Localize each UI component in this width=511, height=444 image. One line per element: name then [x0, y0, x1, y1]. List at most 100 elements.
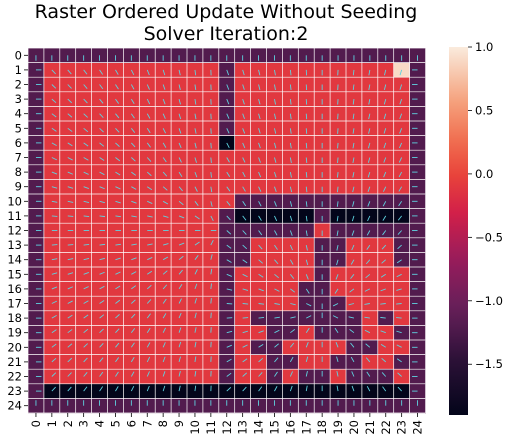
heatmap-cell-r18-c6 — [123, 310, 140, 326]
y-tick-label: 0 — [15, 48, 22, 62]
flow-vector — [352, 113, 355, 120]
x-tick-label: 0 — [29, 420, 43, 427]
flow-vector — [147, 270, 153, 275]
heatmap-cell-r24-c9 — [171, 398, 188, 414]
flow-vector — [115, 186, 121, 190]
flow-vector — [131, 186, 137, 190]
flow-vector — [162, 200, 169, 205]
flow-vector — [367, 157, 371, 163]
flow-vector — [305, 327, 310, 333]
y-tick-label: 6 — [15, 136, 22, 150]
flow-vector — [194, 370, 197, 377]
heatmap-cell-r22-c2 — [59, 369, 77, 385]
flow-vector — [99, 271, 105, 275]
x-tick-label: 12 — [220, 420, 234, 435]
heatmap-cell-r23-c6 — [123, 383, 140, 399]
flow-vector — [335, 274, 339, 280]
flow-vector — [178, 215, 185, 219]
flow-vector — [51, 244, 58, 246]
flow-vector — [99, 142, 105, 147]
flow-vector — [178, 298, 182, 304]
heatmap-cell-r17-c24 — [409, 296, 426, 312]
heatmap-cell-r16-c23 — [393, 281, 410, 297]
flow-vector — [130, 69, 135, 76]
flow-vector — [242, 69, 245, 76]
flow-vector — [226, 69, 230, 76]
flow-vector — [258, 303, 265, 305]
flow-vector — [242, 113, 245, 120]
flow-vector — [367, 201, 371, 207]
heatmap-cell-r24-c21 — [361, 398, 379, 414]
flow-vector — [258, 215, 262, 221]
flow-vector — [396, 303, 402, 305]
flow-vector — [194, 69, 197, 76]
heatmap-cell-r24-c22 — [377, 398, 395, 414]
heatmap-cell-r18-c19 — [330, 310, 347, 326]
colorbar-tick-label: 1.0 — [475, 40, 493, 54]
flow-vector — [258, 230, 263, 236]
heatmap-cell-r20-c19 — [330, 340, 347, 355]
flow-vector — [290, 288, 296, 293]
flow-vector — [384, 69, 387, 76]
x-tick-label: 14 — [252, 420, 266, 435]
flow-vector — [337, 172, 339, 178]
flow-vector — [146, 313, 151, 319]
flow-vector — [99, 371, 104, 377]
flow-vector — [83, 328, 89, 334]
flow-vector — [115, 69, 119, 75]
flow-vector — [115, 299, 121, 304]
flow-vector — [274, 128, 277, 134]
heatmap-cell-r22-c19 — [330, 369, 347, 385]
flow-vector — [162, 98, 166, 105]
heatmap-cell-r19-c22 — [377, 325, 395, 341]
flow-vector — [99, 314, 105, 319]
flow-vector — [146, 128, 151, 134]
y-tick-label: 21 — [7, 355, 22, 369]
heatmap-cell-r24-c0 — [28, 398, 45, 414]
heatmap-cell-r15-c11 — [202, 267, 220, 282]
flow-vector — [367, 215, 371, 222]
flow-vector — [162, 186, 168, 191]
flow-vector — [242, 244, 248, 250]
flow-vector — [83, 113, 88, 118]
flow-vector — [258, 84, 261, 90]
x-axis-ticks: 0 1 2 3 4 5 6 7 8 9 10 11 12 13 14 15 16 17 18 19 20 21 22 23 24 — [29, 413, 425, 435]
heatmap-cell-r23-c24 — [409, 383, 426, 399]
heatmap-cell-r18-c10 — [187, 310, 204, 326]
heatmap-cell-r24-c17 — [298, 398, 315, 414]
flow-vector — [226, 244, 232, 249]
y-tick-label: 22 — [7, 370, 22, 384]
heatmap-cell-r24-c7 — [139, 398, 156, 414]
y-tick-label: 4 — [15, 107, 22, 121]
y-tick-label: 13 — [7, 238, 22, 252]
heatmap-cell-r19-c21 — [361, 325, 379, 341]
flow-vector — [67, 215, 74, 217]
x-tick-label: 19 — [331, 420, 345, 435]
heatmap-cell-r22-c3 — [75, 369, 92, 385]
x-tick-label: 20 — [347, 420, 361, 435]
flow-vector — [242, 98, 245, 105]
heatmap-cell-r16-c21 — [361, 281, 379, 297]
heatmap-cell-r14-c10 — [187, 252, 204, 268]
heatmap-cell-r18-c11 — [202, 310, 220, 326]
flow-vector — [162, 128, 167, 134]
flow-vector — [115, 271, 121, 275]
flow-vector — [289, 99, 292, 105]
y-tick-label: 12 — [7, 224, 22, 238]
flow-vector — [399, 69, 403, 76]
colorbar-gradient — [449, 47, 468, 415]
flow-vector — [352, 142, 355, 149]
flow-vector — [396, 317, 402, 319]
heatmap-cell-r17-c9 — [171, 296, 188, 312]
heatmap-cell-r24-c24 — [409, 398, 426, 414]
flow-vector — [274, 99, 277, 105]
flow-vector — [368, 84, 371, 90]
flow-vector — [332, 303, 339, 307]
heatmap-cell-r21-c9 — [171, 354, 188, 370]
heatmap-cell-r22-c23 — [393, 369, 410, 385]
flow-vector — [83, 272, 89, 275]
y-tick-label: 15 — [7, 267, 22, 281]
flow-vector — [258, 344, 264, 348]
heatmap-cell-r23-c3 — [75, 383, 92, 399]
